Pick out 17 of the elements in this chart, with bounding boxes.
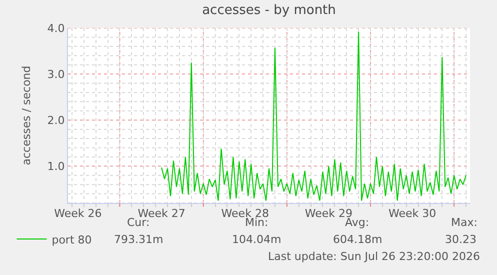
text: Last update: Sun Jul 26 23:20:00 2026: [268, 250, 480, 263]
chart-title: accesses - by month: [202, 3, 336, 18]
text: Avg:: [345, 216, 370, 229]
text: 793.31m: [114, 233, 164, 246]
y-tick-label: 3.0: [47, 68, 65, 81]
y-axis-title: accesses / second: [20, 66, 33, 166]
y-tick-label: 4.0: [47, 22, 65, 35]
x-tick-label: Week 30: [388, 207, 436, 220]
y-tick-label: 2.0: [47, 114, 65, 127]
x-tick-label: Week 26: [54, 207, 102, 220]
legend-label: port 80: [52, 233, 92, 246]
text: Max:: [451, 216, 478, 229]
line-series: [161, 31, 467, 202]
text: 604.18m: [333, 233, 382, 246]
text: 104.04m: [232, 233, 282, 246]
text: 30.23: [445, 233, 476, 246]
y-tick-label: 1.0: [47, 160, 65, 174]
